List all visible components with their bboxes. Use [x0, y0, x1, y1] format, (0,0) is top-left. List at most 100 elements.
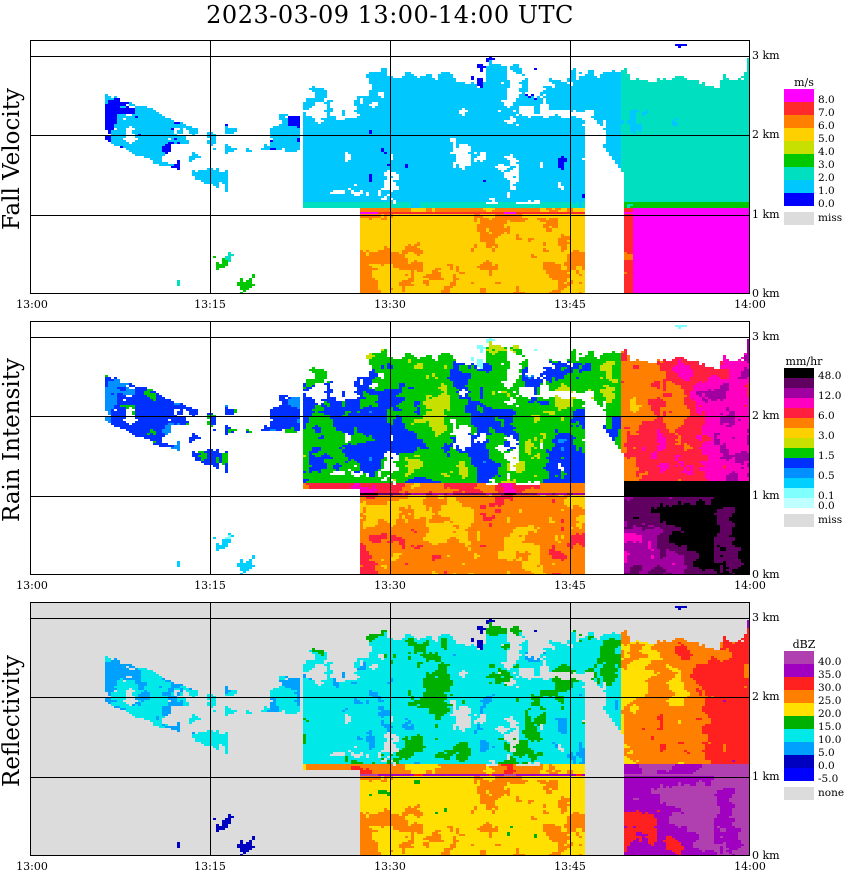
heatmap-cell	[315, 431, 321, 433]
heatmap-cell	[459, 451, 489, 453]
heatmap-cell	[558, 379, 609, 381]
heatmap-cell	[468, 391, 471, 393]
heatmap-cell	[621, 168, 750, 170]
heatmap-cell	[225, 188, 228, 190]
heatmap-cell	[189, 411, 198, 413]
heatmap-cell	[438, 668, 447, 670]
heatmap-cell	[621, 431, 627, 433]
heatmap-cell	[450, 471, 453, 473]
heatmap-cell	[327, 670, 333, 672]
heatmap-cell	[513, 397, 528, 399]
heatmap-cell	[117, 393, 123, 395]
heatmap-cell	[606, 397, 615, 399]
heatmap-cell	[462, 505, 480, 507]
heatmap-cell	[447, 644, 465, 646]
heatmap-cell	[720, 84, 750, 86]
heatmap-cell	[690, 656, 711, 658]
heatmap-cell	[495, 515, 579, 517]
heatmap-cell	[693, 387, 720, 389]
heatmap-cell	[555, 389, 570, 391]
heatmap-cell	[633, 252, 750, 254]
heatmap-cell	[492, 525, 528, 527]
heatmap-cell	[405, 563, 408, 565]
heatmap-cell	[516, 118, 582, 120]
heatmap-cell	[450, 487, 474, 489]
heatmap-cell	[486, 638, 507, 640]
heatmap-cell	[105, 120, 117, 122]
heatmap-cell	[441, 660, 507, 662]
heatmap-cell	[327, 463, 336, 465]
heatmap-cell	[279, 114, 288, 116]
heatmap-cell	[705, 477, 726, 479]
heatmap-cell	[438, 270, 456, 272]
heatmap-cell	[207, 453, 222, 455]
heatmap-cell	[480, 555, 498, 557]
heatmap-cell	[723, 78, 729, 80]
heatmap-cell	[381, 459, 387, 461]
heatmap-cell	[669, 664, 696, 666]
heatmap-cell	[411, 204, 420, 206]
heatmap-cell	[483, 216, 495, 218]
heatmap-cell	[564, 164, 585, 166]
heatmap-cell	[645, 449, 657, 451]
heatmap-cell	[531, 399, 537, 401]
heatmap-cell	[702, 399, 708, 401]
heatmap-cell	[360, 475, 366, 477]
heatmap-cell	[546, 664, 561, 666]
heatmap-cell	[534, 475, 537, 477]
heatmap-cell	[519, 180, 585, 182]
heatmap-cell	[303, 164, 387, 166]
heatmap-cell	[105, 383, 108, 385]
heatmap-cell	[573, 369, 579, 371]
heatmap-cell	[633, 565, 642, 567]
heatmap-cell	[612, 437, 615, 439]
heatmap-cell	[477, 628, 486, 630]
heatmap-cell	[588, 353, 594, 355]
heatmap-cell	[360, 220, 474, 222]
heatmap-cell	[414, 365, 423, 367]
heatmap-cell	[414, 274, 426, 276]
heatmap-cell	[471, 433, 474, 435]
heatmap-cell	[537, 439, 540, 441]
heatmap-cell	[549, 218, 558, 220]
heatmap-cell	[495, 393, 507, 395]
heatmap-cell	[723, 569, 726, 571]
heatmap-cell	[633, 132, 636, 134]
heatmap-cell	[420, 242, 486, 244]
heatmap-cell	[588, 636, 594, 638]
heatmap-cell	[438, 74, 453, 76]
heatmap-cell	[741, 463, 744, 465]
heatmap-cell	[555, 377, 564, 379]
heatmap-cell	[498, 268, 543, 270]
heatmap-cell	[135, 421, 189, 423]
heatmap-cell	[492, 270, 546, 272]
heatmap-cell	[636, 461, 678, 463]
heatmap-cell	[615, 441, 621, 443]
heatmap-cell	[519, 371, 522, 373]
heatmap-cell	[543, 437, 546, 439]
heatmap-cell	[564, 262, 585, 264]
legend-swatch	[784, 408, 814, 418]
heatmap-cell	[606, 427, 612, 429]
heatmap-cell	[327, 108, 333, 110]
heatmap-cell	[369, 654, 378, 656]
heatmap-cell	[639, 130, 642, 132]
heatmap-cell	[306, 98, 324, 100]
heatmap-cell	[615, 160, 621, 162]
heatmap-cell	[570, 236, 585, 238]
heatmap-cell	[513, 457, 516, 459]
heatmap-cell	[576, 437, 585, 439]
heatmap-cell	[339, 447, 342, 449]
heatmap-cell	[516, 100, 543, 102]
heatmap-cell	[339, 467, 360, 469]
heatmap-cell	[408, 652, 411, 654]
heatmap-cell	[495, 198, 585, 200]
heatmap-cell	[216, 262, 219, 264]
heatmap-cell	[519, 658, 525, 660]
heatmap-cell	[642, 648, 651, 650]
heatmap-cell	[408, 463, 423, 465]
heatmap-cell	[423, 439, 453, 441]
heatmap-cell	[357, 96, 381, 98]
legend-entry: 6.0	[784, 408, 844, 418]
heatmap-cell	[714, 537, 735, 539]
